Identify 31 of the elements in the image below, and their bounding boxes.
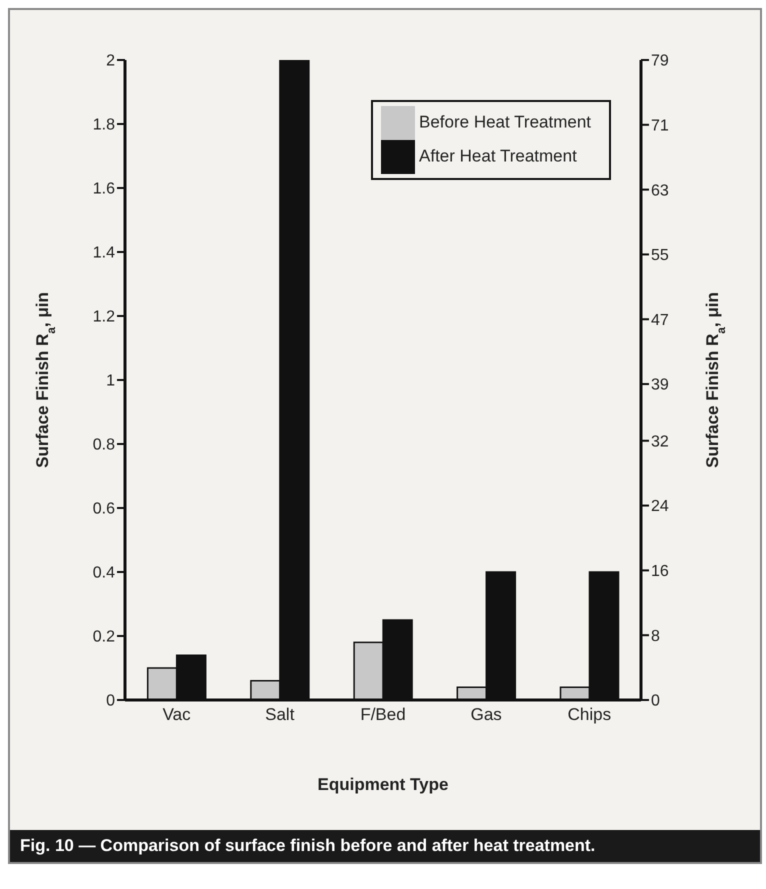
legend-label: Before Heat Treatment (419, 112, 591, 132)
y2-tick-label: 55 (651, 247, 669, 264)
y2-tick-label: 8 (651, 628, 660, 645)
y2-tick-label: 32 (651, 433, 669, 450)
y2-tick-label: 39 (651, 376, 669, 394)
x-tick-label: Salt (265, 705, 295, 724)
x-axis-title: Equipment Type (318, 775, 448, 794)
y-tick-label: 0.4 (92, 564, 116, 582)
text: Fig. 10 — Comparison of surface finish before and after heat treatment. (10, 830, 760, 862)
legend-label: After Heat Treatment (419, 146, 577, 166)
y-tick-label: 1.6 (92, 180, 116, 198)
y-tick-label: 0 (106, 692, 116, 710)
y-tick-label: 1.2 (92, 308, 116, 326)
y-tick-label: 1 (106, 372, 116, 390)
x-tick-label: Gas (470, 705, 502, 724)
y2-tick-label: 71 (651, 117, 669, 134)
y2-tick-label: 79 (651, 52, 669, 70)
y2-tick-label: 47 (651, 312, 669, 329)
x-tick-label: F/Bed (360, 705, 406, 724)
y2-tick-label: 63 (651, 182, 669, 200)
y2-tick-label: 16 (651, 563, 669, 580)
y-tick-label: 1.8 (92, 116, 116, 134)
y-tick-label: 2 (106, 52, 116, 70)
y2-tick-label: 0 (651, 692, 660, 710)
y2-tick-label: 24 (651, 498, 669, 516)
x-tick-label: Vac (162, 705, 192, 724)
x-tick-label: Chips (568, 705, 612, 724)
y-tick-label: 0.6 (92, 500, 116, 518)
y-tick-label: 0.8 (92, 436, 116, 454)
y-tick-label: 1.4 (92, 244, 116, 262)
y-tick-label: 0.2 (92, 628, 116, 646)
